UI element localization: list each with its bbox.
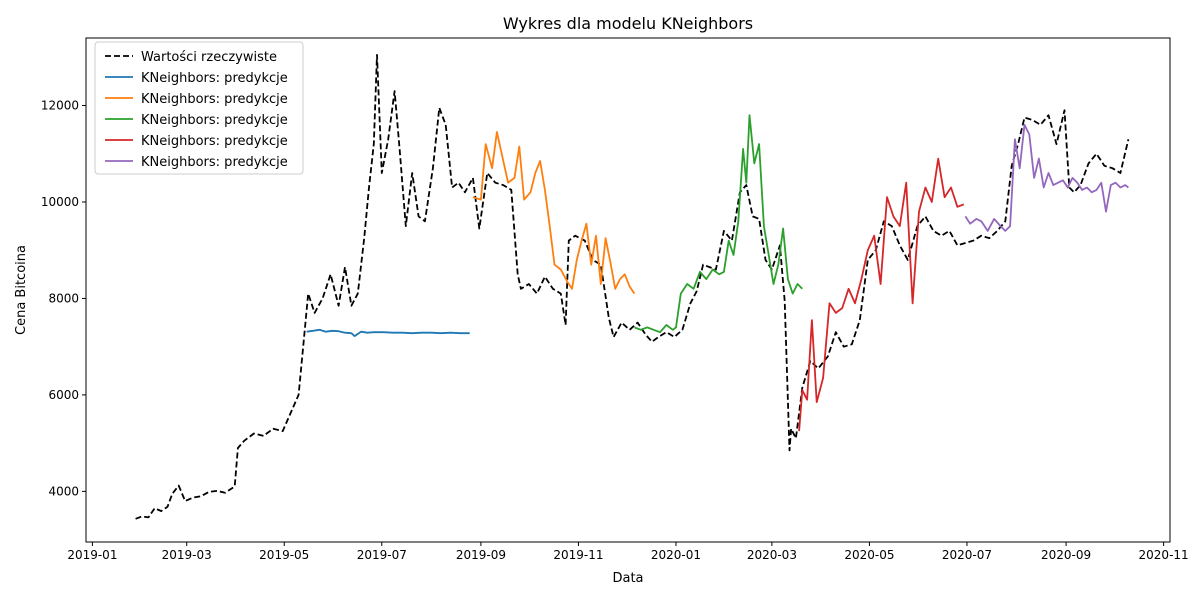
series-line-1 (306, 328, 470, 338)
y-tick-label: 12000 (41, 99, 79, 113)
series-line-4 (798, 157, 965, 432)
x-tick-label: 2020-11 (1139, 548, 1189, 562)
x-tick-label: 2020-07 (942, 548, 992, 562)
y-tick-label: 10000 (41, 195, 79, 209)
x-tick-label: 2020-05 (844, 548, 894, 562)
legend-box (94, 41, 304, 175)
legend: Wartości rzeczywiste KNeighbors: predykcj… (94, 41, 304, 175)
x-tick-label: 2019-09 (456, 548, 506, 562)
legend-label: KNeighbors: predykcje (141, 92, 288, 107)
legend-label: KNeighbors: predykcje (141, 113, 288, 128)
y-axis-label: Cena Bitcoina (14, 245, 29, 335)
series-line-2 (472, 131, 636, 295)
x-tick-label: 2019-01 (67, 548, 117, 562)
x-axis: 2019-01 2019-03 2019-05 2019-07 2019-09 2019-… (67, 542, 1189, 562)
x-tick-label: 2019-03 (162, 548, 212, 562)
x-tick-label: 2020-09 (1041, 548, 1091, 562)
x-axis-label: Data (612, 571, 643, 586)
y-tick-label: 4000 (48, 484, 79, 498)
x-tick-label: 2019-11 (553, 548, 603, 562)
legend-label: KNeighbors: predykcje (141, 134, 288, 149)
x-tick-label: 2020-01 (651, 548, 701, 562)
y-axis: 4000 6000 8000 10000 12000 (41, 99, 86, 498)
legend-label: Wartości rzeczywiste (141, 50, 277, 65)
series-line-3 (634, 114, 803, 334)
y-tick-label: 6000 (48, 388, 79, 402)
x-tick-label: 2019-05 (259, 548, 309, 562)
x-tick-label: 2019-07 (357, 548, 407, 562)
x-tick-label: 2020-03 (747, 548, 797, 562)
series-line-5 (964, 123, 1129, 232)
series-layer (135, 54, 1130, 520)
chart-title: Wykres dla modelu KNeighbors (503, 14, 753, 33)
legend-label: KNeighbors: predykcje (141, 155, 288, 170)
legend-label: KNeighbors: predykcje (141, 71, 288, 86)
y-tick-label: 8000 (48, 291, 79, 305)
series-line-0 (135, 54, 1130, 520)
